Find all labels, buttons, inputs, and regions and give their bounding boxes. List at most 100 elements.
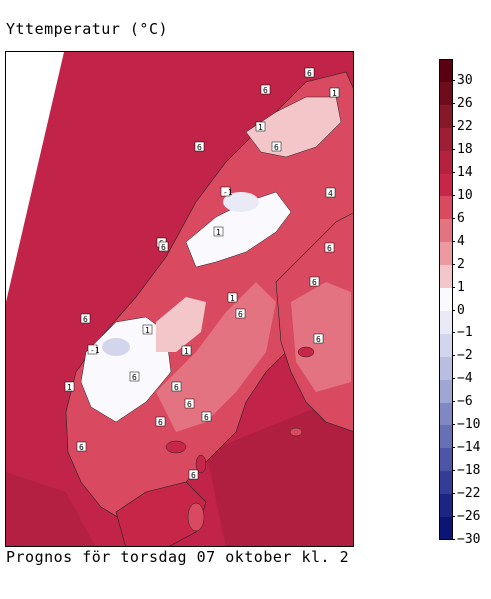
legend-tick: [452, 332, 455, 334]
legend-label: −4: [457, 371, 473, 387]
contour-label: 1: [142, 324, 153, 335]
svg-text:1: 1: [67, 383, 72, 392]
legend-label: 30: [457, 73, 473, 89]
svg-text:6: 6: [238, 310, 243, 319]
legend-swatch: [440, 265, 452, 289]
legend-tick: [452, 515, 455, 517]
legend-swatch: [440, 517, 452, 541]
svg-text:6: 6: [263, 86, 268, 95]
contour-label: 6: [271, 141, 282, 152]
legend-swatch: [440, 219, 452, 243]
contour-label: 1: [227, 292, 238, 303]
subzero-area-north: [223, 192, 259, 212]
legend-tick: [452, 80, 455, 82]
legend-label: 14: [457, 165, 473, 181]
lapland-cold: [245, 96, 342, 158]
contour-label: -1: [87, 344, 100, 355]
svg-text:6: 6: [161, 243, 166, 252]
legend-swatch: [440, 104, 452, 129]
contour-label: 1: [213, 226, 224, 237]
legend-tick: [452, 401, 455, 403]
legend-label: 26: [457, 96, 473, 112]
temperature-map: 6 6 6 4 6 6 1 -1 6 6 1 6 -1 6 1 1 1 6 6 …: [5, 51, 354, 547]
legend-label: 0: [457, 302, 465, 318]
map-canvas: 6 6 6 4 6 6 1 -1 6 6 1 6 -1 6 1 1 1 6 6 …: [6, 52, 353, 546]
sweden-inland-warm: [156, 282, 276, 432]
legend-tick: [452, 424, 455, 426]
contour-label: -1: [220, 186, 233, 197]
svg-text:6: 6: [79, 443, 84, 452]
legend-label: 4: [457, 233, 465, 249]
contour-label: 6: [324, 242, 335, 253]
legend-tick: [452, 378, 455, 380]
svg-text:6: 6: [132, 373, 137, 382]
contour-label: 6: [129, 371, 140, 382]
svg-text:6: 6: [187, 400, 192, 409]
legend-swatch: [440, 127, 452, 152]
legend-swatch: [440, 448, 452, 472]
legend-swatch: [440, 173, 452, 197]
svg-text:6: 6: [204, 413, 209, 422]
legend-tick: [452, 149, 455, 151]
contour-label: 6: [304, 67, 315, 78]
legend-swatch: [440, 196, 452, 220]
legend-swatch: [440, 242, 452, 266]
legend-swatch: [440, 310, 452, 335]
legend-swatch: [440, 59, 452, 83]
north-sea-dark: [6, 472, 95, 546]
legend-label: 22: [457, 119, 473, 135]
svg-text:6: 6: [274, 143, 279, 152]
subzero-area-south: [102, 338, 130, 356]
legend-tick: [452, 538, 455, 540]
contour-label: 6: [201, 411, 212, 422]
svg-text:4: 4: [328, 189, 333, 198]
legend-label: 2: [457, 256, 465, 272]
contour-label: 6: [158, 241, 169, 252]
svg-text:6: 6: [316, 335, 321, 344]
contour-label: 6: [184, 398, 195, 409]
svg-text:6: 6: [307, 69, 312, 78]
contour-label: 4: [325, 187, 336, 198]
contour-label: 6: [235, 308, 246, 319]
legend-tick: [452, 355, 455, 357]
legend-tick: [452, 286, 455, 288]
lake-finland: [297, 346, 315, 358]
legend-label: −26: [457, 508, 481, 524]
contour-labels: 6 6 6 4 6 6 1 -1 6 6 1 6 -1 6 1 1 1 6 6 …: [64, 67, 340, 480]
contour-label: 6: [194, 141, 205, 152]
legend-tick: [452, 194, 455, 196]
lake-vattern: [195, 454, 207, 474]
legend-label: 18: [457, 142, 473, 158]
island-aland: [289, 427, 303, 437]
legend-label: 1: [457, 279, 465, 295]
forecast-caption: Prognos för torsdag 07 oktober kl. 2: [6, 548, 350, 566]
legend-label: −30: [457, 531, 481, 547]
legend-label: 10: [457, 187, 473, 203]
legend-swatch: [440, 150, 452, 174]
island-gotland: [187, 502, 205, 532]
contour-label: 6: [76, 441, 87, 452]
legend-swatch: [440, 425, 452, 449]
svg-text:1: 1: [230, 294, 235, 303]
legend-swatch: [440, 494, 452, 518]
legend-swatch: [440, 333, 452, 358]
legend-tick: [452, 172, 455, 174]
svg-text:-1: -1: [90, 346, 100, 355]
legend-tick: [452, 126, 455, 128]
svg-text:6: 6: [174, 383, 179, 392]
legend-label: −18: [457, 462, 481, 478]
contour-label: 1: [255, 121, 266, 132]
map-title: Yttemperatur (°C): [6, 20, 169, 38]
svg-text:1: 1: [332, 89, 337, 98]
baltic-sea-dark: [206, 392, 353, 546]
legend-tick: [452, 492, 455, 494]
contour-label: 1: [329, 87, 340, 98]
svg-text:6: 6: [327, 244, 332, 253]
legend-swatch: [440, 471, 452, 495]
legend-swatch: [440, 288, 452, 312]
svg-text:6: 6: [312, 278, 317, 287]
legend-label: 6: [457, 210, 465, 226]
legend-label: −1: [457, 325, 473, 341]
legend-border: [439, 59, 453, 540]
contour-label: 6: [80, 313, 91, 324]
